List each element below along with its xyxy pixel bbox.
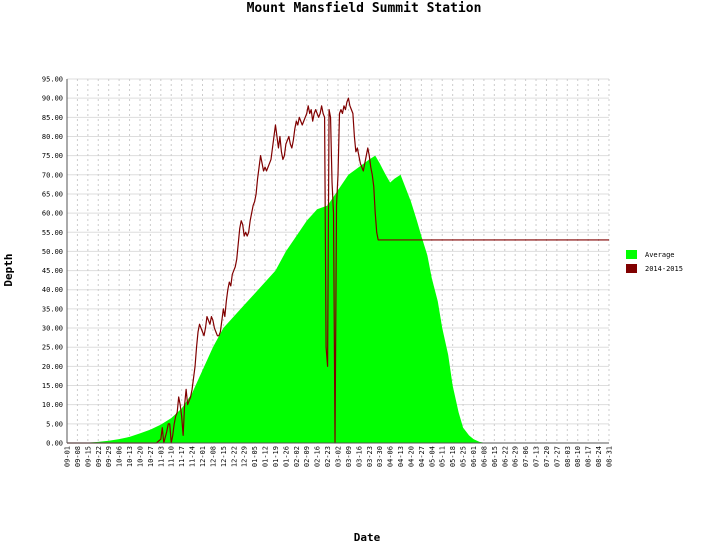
x-tick-label: 10-13 (126, 446, 134, 467)
x-tick-label: 04-20 (407, 446, 415, 467)
x-tick-label: 08-10 (574, 446, 582, 467)
x-tick-label: 04-06 (387, 446, 395, 467)
x-tick-label: 01-26 (282, 446, 290, 467)
y-axis-title: Depth (2, 253, 15, 286)
y-tick-label: 20.00 (42, 363, 63, 371)
chart-title: Mount Mansfield Summit Station (247, 1, 482, 16)
y-tick-label: 5.00 (46, 420, 63, 428)
x-tick-label: 12-01 (199, 446, 207, 467)
x-tick-label: 04-27 (418, 446, 426, 467)
x-tick-label: 01-12 (262, 446, 270, 467)
x-tick-label: 12-08 (209, 446, 217, 467)
chart-legend: Average 2014-2015 (626, 250, 683, 273)
season-2014-2015-line (67, 97, 609, 444)
average-area (67, 155, 609, 443)
x-tick-label: 08-03 (564, 446, 572, 467)
x-tick-label: 06-29 (512, 446, 520, 467)
y-tick-label: 85.00 (42, 114, 63, 122)
x-tick-label: 09-08 (74, 446, 82, 467)
x-tick-label: 09-29 (105, 446, 113, 467)
x-tick-label: 05-04 (428, 446, 436, 467)
y-tick-label: 25.00 (42, 344, 63, 352)
x-tick-label: 06-22 (501, 446, 509, 467)
x-tick-label: 02-09 (303, 446, 311, 467)
x-tick-label: 02-23 (324, 446, 332, 467)
season-series (67, 97, 609, 444)
x-tick-label: 03-16 (355, 446, 363, 467)
chart-axes (66, 79, 609, 444)
x-tick-label: 06-08 (480, 446, 488, 467)
y-tick-label: 65.00 (42, 190, 63, 198)
x-tick-label: 07-06 (522, 446, 530, 467)
x-tick-label: 11-03 (157, 446, 165, 467)
x-tick-label: 07-13 (533, 446, 541, 467)
y-tick-label: 35.00 (42, 305, 63, 313)
x-tick-label: 03-09 (345, 446, 353, 467)
x-tick-label: 11-10 (168, 446, 176, 467)
x-tick-label: 08-17 (585, 446, 593, 467)
x-axis-title: Date (354, 531, 381, 544)
x-tick-label: 01-05 (251, 446, 259, 467)
legend-swatch (626, 250, 637, 259)
x-tick-label: 10-06 (116, 446, 124, 467)
x-tick-label: 08-31 (606, 446, 614, 467)
y-tick-label: 0.00 (46, 440, 63, 448)
y-axis-ticks: 0.00 5.00 10.00 15.00 20.00 25.00 30.00 35.00 40… (42, 76, 63, 448)
x-tick-label: 12-15 (220, 446, 228, 467)
x-tick-label: 11-24 (189, 446, 197, 467)
x-tick-label: 10-20 (136, 446, 144, 467)
x-tick-label: 04-13 (397, 446, 405, 467)
x-tick-label: 12-29 (241, 446, 249, 467)
y-tick-label: 95.00 (42, 76, 63, 84)
y-tick-label: 40.00 (42, 286, 63, 294)
y-tick-label: 50.00 (42, 248, 63, 256)
legend-label: Average (645, 251, 675, 259)
y-tick-label: 15.00 (42, 382, 63, 390)
y-tick-label: 70.00 (42, 171, 63, 179)
y-tick-label: 55.00 (42, 229, 63, 237)
y-tick-label: 30.00 (42, 325, 63, 333)
x-tick-label: 08-24 (595, 446, 603, 467)
x-tick-label: 07-20 (543, 446, 551, 467)
legend-label: 2014-2015 (645, 265, 683, 273)
x-tick-label: 06-01 (470, 446, 478, 467)
x-tick-label: 03-02 (335, 446, 343, 467)
y-tick-label: 80.00 (42, 133, 63, 141)
x-tick-label: 05-11 (439, 446, 447, 467)
x-tick-label: 10-27 (147, 446, 155, 467)
y-tick-label: 60.00 (42, 210, 63, 218)
x-tick-label: 09-22 (95, 446, 103, 467)
y-tick-label: 10.00 (42, 401, 63, 409)
x-tick-label: 03-30 (376, 446, 384, 467)
y-tick-label: 75.00 (42, 152, 63, 160)
x-tick-label: 01-19 (272, 446, 280, 467)
x-tick-label: 11-17 (178, 446, 186, 467)
x-tick-label: 05-25 (460, 446, 468, 467)
x-tick-label: 09-01 (64, 446, 72, 467)
x-tick-label: 05-18 (449, 446, 457, 467)
x-tick-label: 06-15 (491, 446, 499, 467)
average-series (67, 155, 609, 443)
x-tick-label: 07-27 (553, 446, 561, 467)
y-tick-label: 45.00 (42, 267, 63, 275)
x-tick-label: 02-16 (314, 446, 322, 467)
x-axis-ticks: 09-01 09-08 09-15 09-22 09-29 10-06 10-13 10-20… (64, 446, 614, 467)
legend-swatch (626, 264, 637, 273)
x-tick-label: 12-22 (230, 446, 238, 467)
y-tick-label: 90.00 (42, 95, 63, 103)
x-tick-label: 03-23 (366, 446, 374, 467)
x-tick-label: 09-15 (84, 446, 92, 467)
x-tick-label: 02-02 (293, 446, 301, 467)
